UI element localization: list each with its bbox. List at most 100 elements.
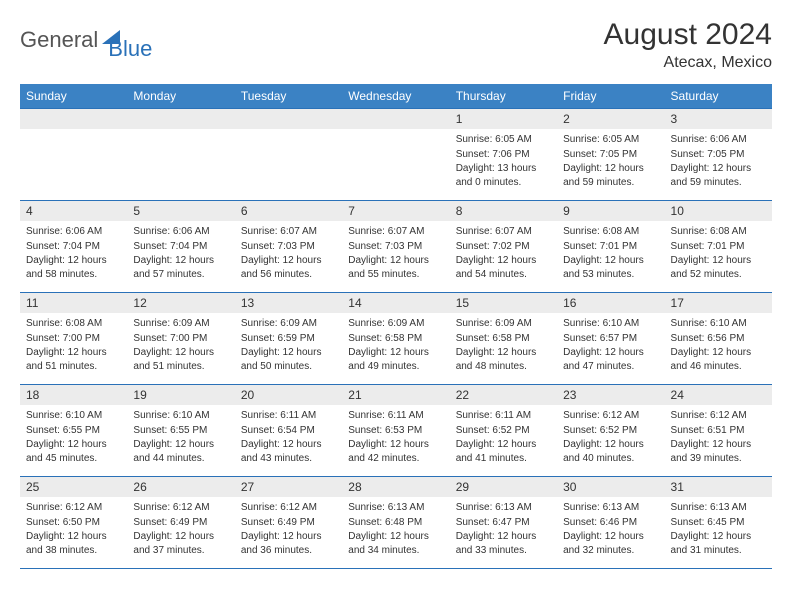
day-cell: 10 Sunrise: 6:08 AMSunset: 7:01 PMDayligh… (665, 201, 772, 293)
sunset-text: Sunset: 6:47 PM (456, 516, 551, 530)
day-number: 9 (557, 201, 664, 221)
sunset-text: Sunset: 6:51 PM (671, 424, 766, 438)
day-cell: 31Sunrise: 6:13 AMSunset: 6:45 PMDayligh… (665, 477, 772, 569)
dayname-saturday: Saturday (665, 84, 772, 109)
day-number (235, 109, 342, 129)
logo-word2: Blue (108, 36, 152, 62)
sunrise-text: Sunrise: 6:12 AM (563, 409, 658, 423)
day-details: Sunrise: 6:05 AMSunset: 7:06 PMDaylight:… (450, 129, 557, 192)
daylight-text: Daylight: 12 hours and 55 minutes. (348, 254, 443, 281)
day-details: Sunrise: 6:13 AMSunset: 6:45 PMDaylight:… (665, 497, 772, 560)
day-number: 13 (235, 293, 342, 313)
sunset-text: Sunset: 7:00 PM (133, 332, 228, 346)
sunrise-text: Sunrise: 6:12 AM (26, 501, 121, 515)
sunset-text: Sunset: 6:58 PM (456, 332, 551, 346)
sunrise-text: Sunrise: 6:10 AM (563, 317, 658, 331)
sunset-text: Sunset: 7:01 PM (671, 240, 766, 254)
day-cell: 17Sunrise: 6:10 AMSunset: 6:56 PMDayligh… (665, 293, 772, 385)
sunset-text: Sunset: 6:46 PM (563, 516, 658, 530)
sunrise-text: Sunrise: 6:08 AM (671, 225, 766, 239)
daylight-text: Daylight: 12 hours and 52 minutes. (671, 254, 766, 281)
day-details: Sunrise: 6:11 AMSunset: 6:52 PMDaylight:… (450, 405, 557, 468)
day-number: 6 (235, 201, 342, 221)
sunrise-text: Sunrise: 6:07 AM (241, 225, 336, 239)
sunset-text: Sunset: 6:53 PM (348, 424, 443, 438)
day-details: Sunrise: 6:10 AMSunset: 6:57 PMDaylight:… (557, 313, 664, 376)
sunrise-text: Sunrise: 6:06 AM (671, 133, 766, 147)
logo: General Blue (20, 18, 152, 62)
day-details: Sunrise: 6:06 AMSunset: 7:05 PMDaylight:… (665, 129, 772, 192)
daylight-text: Daylight: 12 hours and 58 minutes. (26, 254, 121, 281)
week-row: 25Sunrise: 6:12 AMSunset: 6:50 PMDayligh… (20, 477, 772, 569)
sunset-text: Sunset: 6:56 PM (671, 332, 766, 346)
sunset-text: Sunset: 6:52 PM (563, 424, 658, 438)
daylight-text: Daylight: 12 hours and 50 minutes. (241, 346, 336, 373)
daylight-text: Daylight: 13 hours and 0 minutes. (456, 162, 551, 189)
day-cell: 18Sunrise: 6:10 AMSunset: 6:55 PMDayligh… (20, 385, 127, 477)
week-row: 11Sunrise: 6:08 AMSunset: 7:00 PMDayligh… (20, 293, 772, 385)
sunset-text: Sunset: 7:04 PM (26, 240, 121, 254)
day-number (342, 109, 449, 129)
day-number: 24 (665, 385, 772, 405)
day-cell: 8Sunrise: 6:07 AMSunset: 7:02 PMDaylight… (450, 201, 557, 293)
dayname-sunday: Sunday (20, 84, 127, 109)
day-number: 19 (127, 385, 234, 405)
day-details: Sunrise: 6:06 AMSunset: 7:04 PMDaylight:… (127, 221, 234, 284)
day-number: 21 (342, 385, 449, 405)
day-details: Sunrise: 6:05 AMSunset: 7:05 PMDaylight:… (557, 129, 664, 192)
day-number (20, 109, 127, 129)
daylight-text: Daylight: 12 hours and 49 minutes. (348, 346, 443, 373)
sunrise-text: Sunrise: 6:09 AM (456, 317, 551, 331)
sunrise-text: Sunrise: 6:06 AM (26, 225, 121, 239)
daylight-text: Daylight: 12 hours and 59 minutes. (671, 162, 766, 189)
day-number: 10 (665, 201, 772, 221)
sunset-text: Sunset: 6:54 PM (241, 424, 336, 438)
day-details: Sunrise: 6:13 AMSunset: 6:47 PMDaylight:… (450, 497, 557, 560)
dayname-friday: Friday (557, 84, 664, 109)
sunrise-text: Sunrise: 6:07 AM (348, 225, 443, 239)
day-details: Sunrise: 6:11 AMSunset: 6:54 PMDaylight:… (235, 405, 342, 468)
sunrise-text: Sunrise: 6:13 AM (456, 501, 551, 515)
sunset-text: Sunset: 7:05 PM (671, 148, 766, 162)
day-details: Sunrise: 6:12 AMSunset: 6:49 PMDaylight:… (127, 497, 234, 560)
day-cell: 11Sunrise: 6:08 AMSunset: 7:00 PMDayligh… (20, 293, 127, 385)
day-cell: 20Sunrise: 6:11 AMSunset: 6:54 PMDayligh… (235, 385, 342, 477)
daylight-text: Daylight: 12 hours and 54 minutes. (456, 254, 551, 281)
day-cell: 4Sunrise: 6:06 AMSunset: 7:04 PMDaylight… (20, 201, 127, 293)
day-number: 18 (20, 385, 127, 405)
day-details: Sunrise: 6:08 AMSunset: 7:01 PMDaylight:… (557, 221, 664, 284)
sunset-text: Sunset: 6:58 PM (348, 332, 443, 346)
calendar-page: General Blue August 2024 Atecax, Mexico … (0, 0, 792, 579)
sunset-text: Sunset: 6:50 PM (26, 516, 121, 530)
sunset-text: Sunset: 7:05 PM (563, 148, 658, 162)
daylight-text: Daylight: 12 hours and 51 minutes. (133, 346, 228, 373)
sunrise-text: Sunrise: 6:13 AM (348, 501, 443, 515)
day-cell: 25Sunrise: 6:12 AMSunset: 6:50 PMDayligh… (20, 477, 127, 569)
day-details: Sunrise: 6:09 AMSunset: 7:00 PMDaylight:… (127, 313, 234, 376)
month-title: August 2024 (604, 18, 772, 52)
day-number: 5 (127, 201, 234, 221)
dayname-tuesday: Tuesday (235, 84, 342, 109)
day-number: 29 (450, 477, 557, 497)
dayname-wednesday: Wednesday (342, 84, 449, 109)
dayname-monday: Monday (127, 84, 234, 109)
sunset-text: Sunset: 7:03 PM (348, 240, 443, 254)
day-cell: 28Sunrise: 6:13 AMSunset: 6:48 PMDayligh… (342, 477, 449, 569)
day-number: 20 (235, 385, 342, 405)
daylight-text: Daylight: 12 hours and 46 minutes. (671, 346, 766, 373)
day-details: Sunrise: 6:09 AMSunset: 6:58 PMDaylight:… (342, 313, 449, 376)
day-number: 7 (342, 201, 449, 221)
daylight-text: Daylight: 12 hours and 38 minutes. (26, 530, 121, 557)
day-details: Sunrise: 6:12 AMSunset: 6:49 PMDaylight:… (235, 497, 342, 560)
day-number: 15 (450, 293, 557, 313)
daylight-text: Daylight: 12 hours and 48 minutes. (456, 346, 551, 373)
sunrise-text: Sunrise: 6:12 AM (133, 501, 228, 515)
sunrise-text: Sunrise: 6:05 AM (563, 133, 658, 147)
day-cell: 13Sunrise: 6:09 AMSunset: 6:59 PMDayligh… (235, 293, 342, 385)
sunset-text: Sunset: 7:02 PM (456, 240, 551, 254)
daylight-text: Daylight: 12 hours and 42 minutes. (348, 438, 443, 465)
daylight-text: Daylight: 12 hours and 40 minutes. (563, 438, 658, 465)
week-row: 1Sunrise: 6:05 AMSunset: 7:06 PMDaylight… (20, 109, 772, 201)
daylight-text: Daylight: 12 hours and 31 minutes. (671, 530, 766, 557)
day-cell: 9Sunrise: 6:08 AMSunset: 7:01 PMDaylight… (557, 201, 664, 293)
